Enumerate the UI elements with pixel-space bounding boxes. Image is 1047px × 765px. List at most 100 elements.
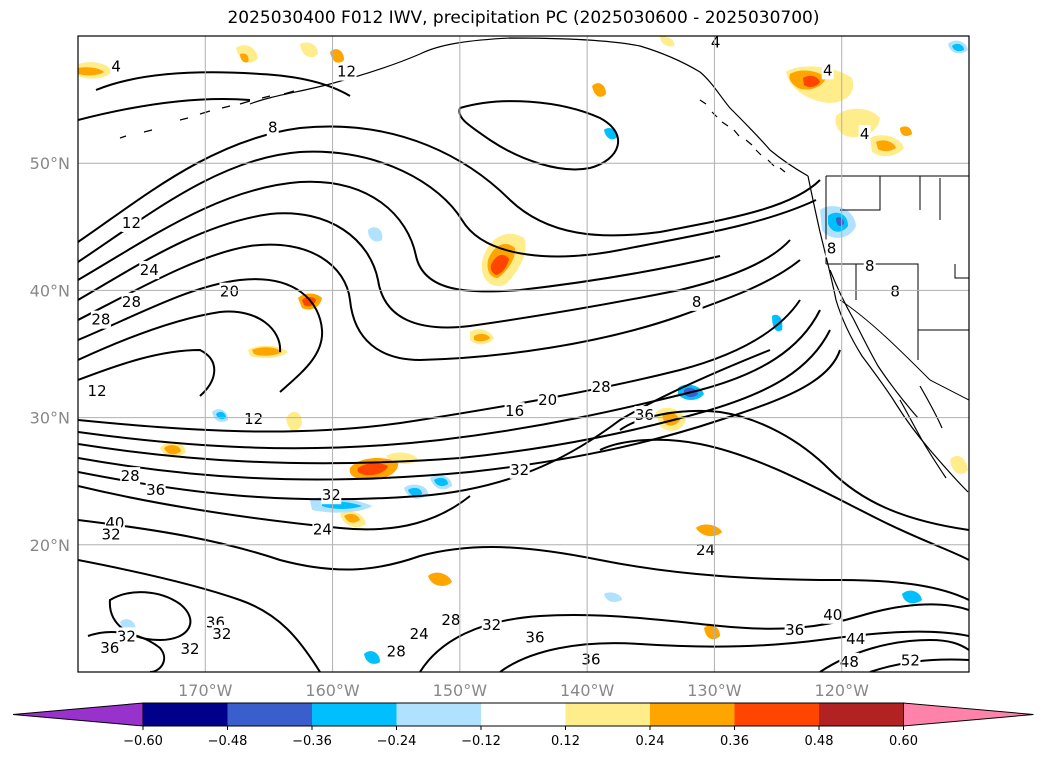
contour-label: 36: [785, 621, 804, 639]
colorbar-tick-label: 0.48: [805, 734, 834, 749]
iwv-contour: [78, 519, 969, 601]
contour-label-bg: [709, 36, 722, 52]
contour-label: 32: [180, 640, 199, 658]
contour-label-bg: [121, 213, 142, 232]
colorbar-segment: [819, 703, 904, 726]
contour-label: 28: [122, 293, 141, 311]
precip-patch: [252, 347, 282, 356]
contour-label: 12: [244, 410, 263, 428]
contour-label-bg: [889, 282, 902, 301]
iwv-contour: [95, 71, 351, 97]
precip-patch: [240, 53, 249, 63]
coastline-inner: [829, 269, 919, 419]
contour-label-bg: [858, 124, 871, 143]
lat-tick-label: 30°N: [30, 409, 70, 428]
contour-label-bg: [321, 486, 342, 505]
lon-tick-label: 140°W: [560, 681, 615, 700]
contour-label: 20: [220, 283, 239, 301]
precip-patch: [164, 445, 181, 455]
contour-label: 28: [441, 611, 460, 629]
contour-label: 40: [823, 606, 842, 624]
contour-label-bg: [825, 239, 838, 258]
contour-label-bg: [822, 605, 843, 624]
lon-tick-label: 130°W: [687, 681, 742, 700]
precip-patch: [876, 140, 896, 152]
colorbar-tick-label: −0.24: [377, 734, 417, 749]
contour-label: 24: [313, 521, 332, 539]
contour-label: 32: [322, 486, 341, 504]
contour-label: 24: [140, 261, 159, 279]
precip-patch: [78, 67, 104, 76]
lon-tick-label: 150°W: [433, 681, 488, 700]
iwv-contour: [78, 329, 831, 465]
precip-patch: [474, 333, 490, 342]
colorbar-tick-label: 0.12: [551, 734, 580, 749]
contour-label: 4: [711, 33, 721, 51]
iwv-contour: [87, 631, 166, 672]
colorbar: −0.60 −0.48 −0.36 −0.24 −0.12 0.12 0.24 0.36 0.4…: [12, 702, 1034, 749]
lon-tick-label: 160°W: [305, 681, 360, 700]
precip-patch: [357, 463, 388, 476]
gridlines: [78, 36, 969, 672]
iwv-contour: [619, 409, 969, 531]
contour-label: 28: [121, 467, 140, 485]
precip-patch: [803, 75, 820, 87]
contour-label: 28: [592, 378, 611, 396]
precip-patch: [604, 592, 622, 602]
precip-patch: [344, 513, 360, 523]
colorbar-segment: [481, 703, 566, 726]
contour-label-bg: [591, 378, 612, 397]
contour-label-bg: [839, 652, 860, 671]
contour-label: 36: [581, 650, 600, 668]
colorbar-segment: [565, 703, 650, 726]
iwv-contour: [78, 180, 721, 293]
contour-label-bg: [266, 118, 279, 137]
iwv-contour: [458, 100, 620, 171]
contour-label-bg: [101, 525, 122, 544]
north-america-west-coast: [807, 175, 969, 493]
iwv-contour: [78, 309, 821, 450]
contour-label: 24: [410, 625, 429, 643]
colorbar-segment: [734, 703, 819, 726]
contour-label: 36: [525, 629, 544, 647]
colorbar-segment: [143, 703, 228, 726]
contour-label-bg: [634, 406, 655, 425]
contour-label-bg: [580, 650, 601, 669]
contour-label: 48: [840, 653, 859, 671]
contour-label-bg: [90, 310, 111, 329]
precip-patch: [330, 49, 344, 63]
lat-tick-label: 50°N: [30, 154, 70, 173]
precip-patch: [428, 572, 452, 586]
contour-label: 8: [692, 293, 702, 311]
colorbar-segment: [227, 703, 312, 726]
iwv-contour: [78, 150, 817, 263]
colorbar-tick-label: −0.36: [292, 734, 332, 749]
iwv-contour: [78, 348, 216, 397]
colorbar-tick-label: −0.48: [208, 734, 248, 749]
lon-tick-label: 120°W: [815, 681, 870, 700]
contour-label: 4: [823, 61, 833, 79]
colorbar-frame: [142, 702, 904, 727]
contour-label: 28: [91, 311, 110, 329]
colorbar-tick-label: −0.12: [461, 734, 501, 749]
contour-label: 24: [696, 541, 715, 559]
precip-patch: [592, 83, 606, 97]
contour-label: 8: [865, 257, 875, 275]
contour-label: 4: [111, 58, 121, 76]
map-frame: [77, 35, 970, 673]
contour-label-bg: [243, 409, 264, 428]
contour-label-bg: [211, 624, 232, 643]
iwv-contour: [78, 243, 801, 362]
state-borders: [825, 175, 969, 401]
contour-label-bg: [121, 292, 142, 311]
contour-label: 12: [88, 382, 107, 400]
iwv-contour: [78, 98, 251, 121]
contour-label: 32: [482, 616, 501, 634]
contour-label: 32: [117, 627, 136, 645]
colorbar-tick-label: −0.60: [123, 734, 163, 749]
contour-label-bg: [845, 629, 866, 648]
iwv-contour: [78, 559, 321, 672]
